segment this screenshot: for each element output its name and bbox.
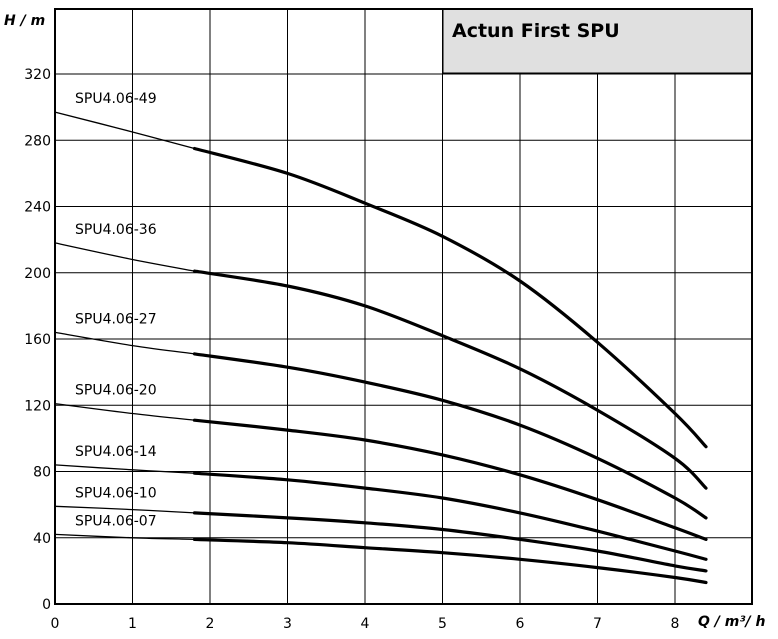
series-line-operating-range [192, 511, 708, 573]
x-tick-label: 8 [671, 616, 680, 632]
series-line-outside-range [54, 402, 195, 421]
x-axis-title: Q / m³/ h [698, 614, 765, 630]
series-line-outside-range [54, 533, 195, 541]
y-tick-label: 120 [24, 398, 51, 414]
series-line-outside-range [54, 505, 195, 514]
y-tick-label: 200 [24, 266, 51, 282]
series-line-operating-range [192, 269, 708, 490]
y-tick-label: 160 [24, 332, 51, 348]
series-SPU4.06-14: SPU4.06-14 [54, 444, 708, 561]
plot-frame [54, 8, 753, 605]
y-tick-label: 280 [24, 133, 51, 149]
series-label: SPU4.06-49 [75, 91, 157, 107]
x-tick-label: 6 [516, 616, 525, 632]
y-axis-title: H / m [4, 13, 45, 29]
series-line-outside-range [54, 331, 195, 355]
series-line-operating-range [192, 146, 708, 449]
series-label: SPU4.06-27 [75, 311, 157, 327]
x-tick-label: 5 [438, 616, 447, 632]
series-line-outside-range [54, 242, 195, 272]
series: SPU4.06-49 SPU4.06-36 SPU4.06-27 SPU4.06-20… [54, 91, 708, 585]
grid [55, 9, 752, 604]
series-label: SPU4.06-36 [75, 222, 157, 238]
title-box: Actun First SPU [442, 8, 753, 74]
y-tick-label: 320 [24, 67, 51, 83]
x-tick-label: 4 [361, 616, 370, 632]
y-tick-label: 80 [33, 465, 51, 481]
series-SPU4.06-27: SPU4.06-27 [54, 311, 708, 520]
series-label: SPU4.06-14 [75, 444, 157, 460]
series-label: SPU4.06-07 [75, 513, 157, 529]
y-tick-label: 40 [33, 531, 51, 547]
y-tick-label: 240 [24, 200, 51, 216]
x-tick-label: 7 [593, 616, 602, 632]
x-tick-label: 1 [128, 616, 137, 632]
series-line-operating-range [192, 352, 708, 520]
x-tick-label: 2 [206, 616, 215, 632]
series-label: SPU4.06-10 [75, 485, 157, 501]
series-label: SPU4.06-20 [75, 383, 157, 399]
series-SPU4.06-07: SPU4.06-07 [54, 513, 708, 585]
series-SPU4.06-36: SPU4.06-36 [54, 222, 708, 490]
series-line-operating-range [192, 418, 708, 541]
y-tick-label: 0 [42, 597, 51, 613]
series-line-outside-range [54, 464, 195, 474]
chart-title: Actun First SPU [452, 20, 620, 42]
series-line-outside-range [54, 111, 195, 150]
series-line-operating-range [192, 537, 708, 585]
x-tick-label: 3 [283, 616, 292, 632]
series-SPU4.06-49: SPU4.06-49 [54, 91, 708, 449]
series-line-operating-range [192, 471, 708, 561]
x-tick-label: 0 [51, 616, 60, 632]
series-SPU4.06-20: SPU4.06-20 [54, 383, 708, 541]
series-SPU4.06-10: SPU4.06-10 [54, 485, 708, 573]
